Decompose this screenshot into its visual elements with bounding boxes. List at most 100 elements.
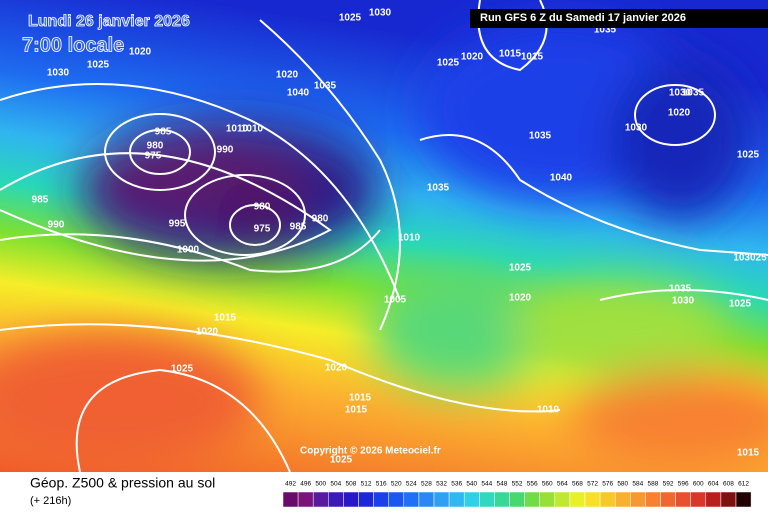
scale-label: 496 xyxy=(300,481,311,488)
footer-title: Géop. Z500 & pression au sol xyxy=(30,475,215,491)
isobar-label: 1025 xyxy=(339,13,362,24)
scale-label: 588 xyxy=(648,481,659,488)
scale-swatch xyxy=(630,491,646,508)
scale-swatch xyxy=(418,491,435,508)
scale-swatch xyxy=(463,491,480,508)
isobar-label: 975 xyxy=(254,224,271,235)
isobar-label: 1015 xyxy=(214,313,237,324)
scale-swatch xyxy=(388,491,405,508)
footer-lead: (+ 216h) xyxy=(30,495,71,507)
isobar-label: 990 xyxy=(217,145,234,156)
scale-label: 528 xyxy=(421,481,432,488)
scale-swatch xyxy=(343,491,359,508)
scale-swatch xyxy=(479,491,495,508)
isobar-label: 980 xyxy=(254,202,271,213)
scale-label: 600 xyxy=(693,481,704,488)
isobar-label: 1030 xyxy=(47,68,70,79)
isobar-label: 990 xyxy=(48,220,65,231)
isobar-label: 1020 xyxy=(325,363,348,374)
time: 7:00 locale xyxy=(22,34,124,56)
isobar-label: 1020 xyxy=(668,108,691,119)
scale-label: 568 xyxy=(572,481,583,488)
isobar-label: 1015 xyxy=(349,393,372,404)
scale-swatch xyxy=(328,491,344,508)
scale-label: 508 xyxy=(346,481,357,488)
scale-swatch xyxy=(494,491,510,508)
scale-label: 512 xyxy=(361,481,372,488)
run-info: Run GFS 6 Z du Samedi 17 janvier 2026 xyxy=(480,12,686,24)
isobar-label: 1010 xyxy=(241,124,264,135)
isobar-label: 1035 xyxy=(669,284,692,295)
isobar-label: 1040 xyxy=(287,88,310,99)
scale-swatch xyxy=(539,491,556,508)
isobar-label: 1030 xyxy=(625,123,648,134)
scale-label: 492 xyxy=(285,481,296,488)
scale-swatch xyxy=(312,491,329,508)
isobar-label: 1035 xyxy=(682,88,705,99)
isobar-label: 975 xyxy=(145,151,162,162)
isobar-label: 1005 xyxy=(384,295,407,306)
isobar-label: 1025 xyxy=(171,364,194,375)
isobar-label: 1035 xyxy=(314,81,337,92)
isobar-label: 1015 xyxy=(521,52,544,63)
scale-label: 524 xyxy=(406,481,417,488)
scale-swatch xyxy=(403,491,420,508)
scale-label: 564 xyxy=(557,481,568,488)
isobar-label: 1035 xyxy=(529,131,552,142)
scale-swatch xyxy=(524,491,540,508)
scale-label: 608 xyxy=(723,481,734,488)
isobar-label: 985 xyxy=(290,222,307,233)
scale-label: 560 xyxy=(542,481,553,488)
isobar-label: 1000 xyxy=(177,245,200,256)
scale-label: 500 xyxy=(315,481,326,488)
isobar-label: 995 xyxy=(169,219,186,230)
isobar-label: 1020 xyxy=(129,47,152,58)
isobar-label: 1015 xyxy=(499,49,522,60)
isobar-label: 1020 xyxy=(509,293,532,304)
isobar-label: 1030 xyxy=(672,296,695,307)
scale-swatch xyxy=(433,491,450,508)
scale-label: 552 xyxy=(512,481,523,488)
isobar-label: 985 xyxy=(32,195,49,206)
scale-swatch xyxy=(720,491,737,508)
scale-label: 540 xyxy=(466,481,477,488)
scale-swatch xyxy=(675,491,691,508)
scale-label: 604 xyxy=(708,481,719,488)
isobar-label: 1025 xyxy=(87,60,110,71)
isobar-label: 1015 xyxy=(737,448,760,459)
isobar-label: 1020 xyxy=(461,52,484,63)
isobar-label: 1020 xyxy=(276,70,299,81)
isobar-label: 1025 xyxy=(437,58,460,69)
scale-swatch xyxy=(448,491,465,508)
scale-swatch xyxy=(690,491,707,508)
isobar-label: 1015 xyxy=(345,405,368,416)
scale-swatch xyxy=(569,491,586,508)
scale-swatch xyxy=(373,491,389,508)
scale-label: 596 xyxy=(678,481,689,488)
scale-label: 592 xyxy=(663,481,674,488)
scale-swatch xyxy=(645,491,661,508)
scale-swatch xyxy=(554,491,571,508)
scale-swatch xyxy=(358,491,374,508)
scale-swatch xyxy=(614,491,631,508)
scale-label: 556 xyxy=(527,481,538,488)
date: Lundi 26 janvier 2026 xyxy=(28,13,190,30)
isobar-label: 980 xyxy=(312,214,329,225)
isobar-label: 1020 xyxy=(196,327,219,338)
scale-label: 520 xyxy=(391,481,402,488)
scale-label: 536 xyxy=(451,481,462,488)
isobar-label: 985 xyxy=(155,127,172,138)
scale-swatch xyxy=(735,491,752,508)
scale-label: 516 xyxy=(376,481,387,488)
scale-swatch xyxy=(509,491,525,508)
copyright: Copyright © 2026 Meteociel.fr xyxy=(300,446,441,457)
isobar-label: 1025 xyxy=(330,455,353,466)
isobar-label: 1010 xyxy=(537,405,560,416)
scale-label: 504 xyxy=(330,481,341,488)
isobar-label: 1010 xyxy=(226,124,249,135)
isobars xyxy=(0,0,768,472)
isobar-label: 1025 xyxy=(737,150,760,161)
isobar-label: 1025 xyxy=(509,263,532,274)
scale-swatch xyxy=(282,491,299,508)
